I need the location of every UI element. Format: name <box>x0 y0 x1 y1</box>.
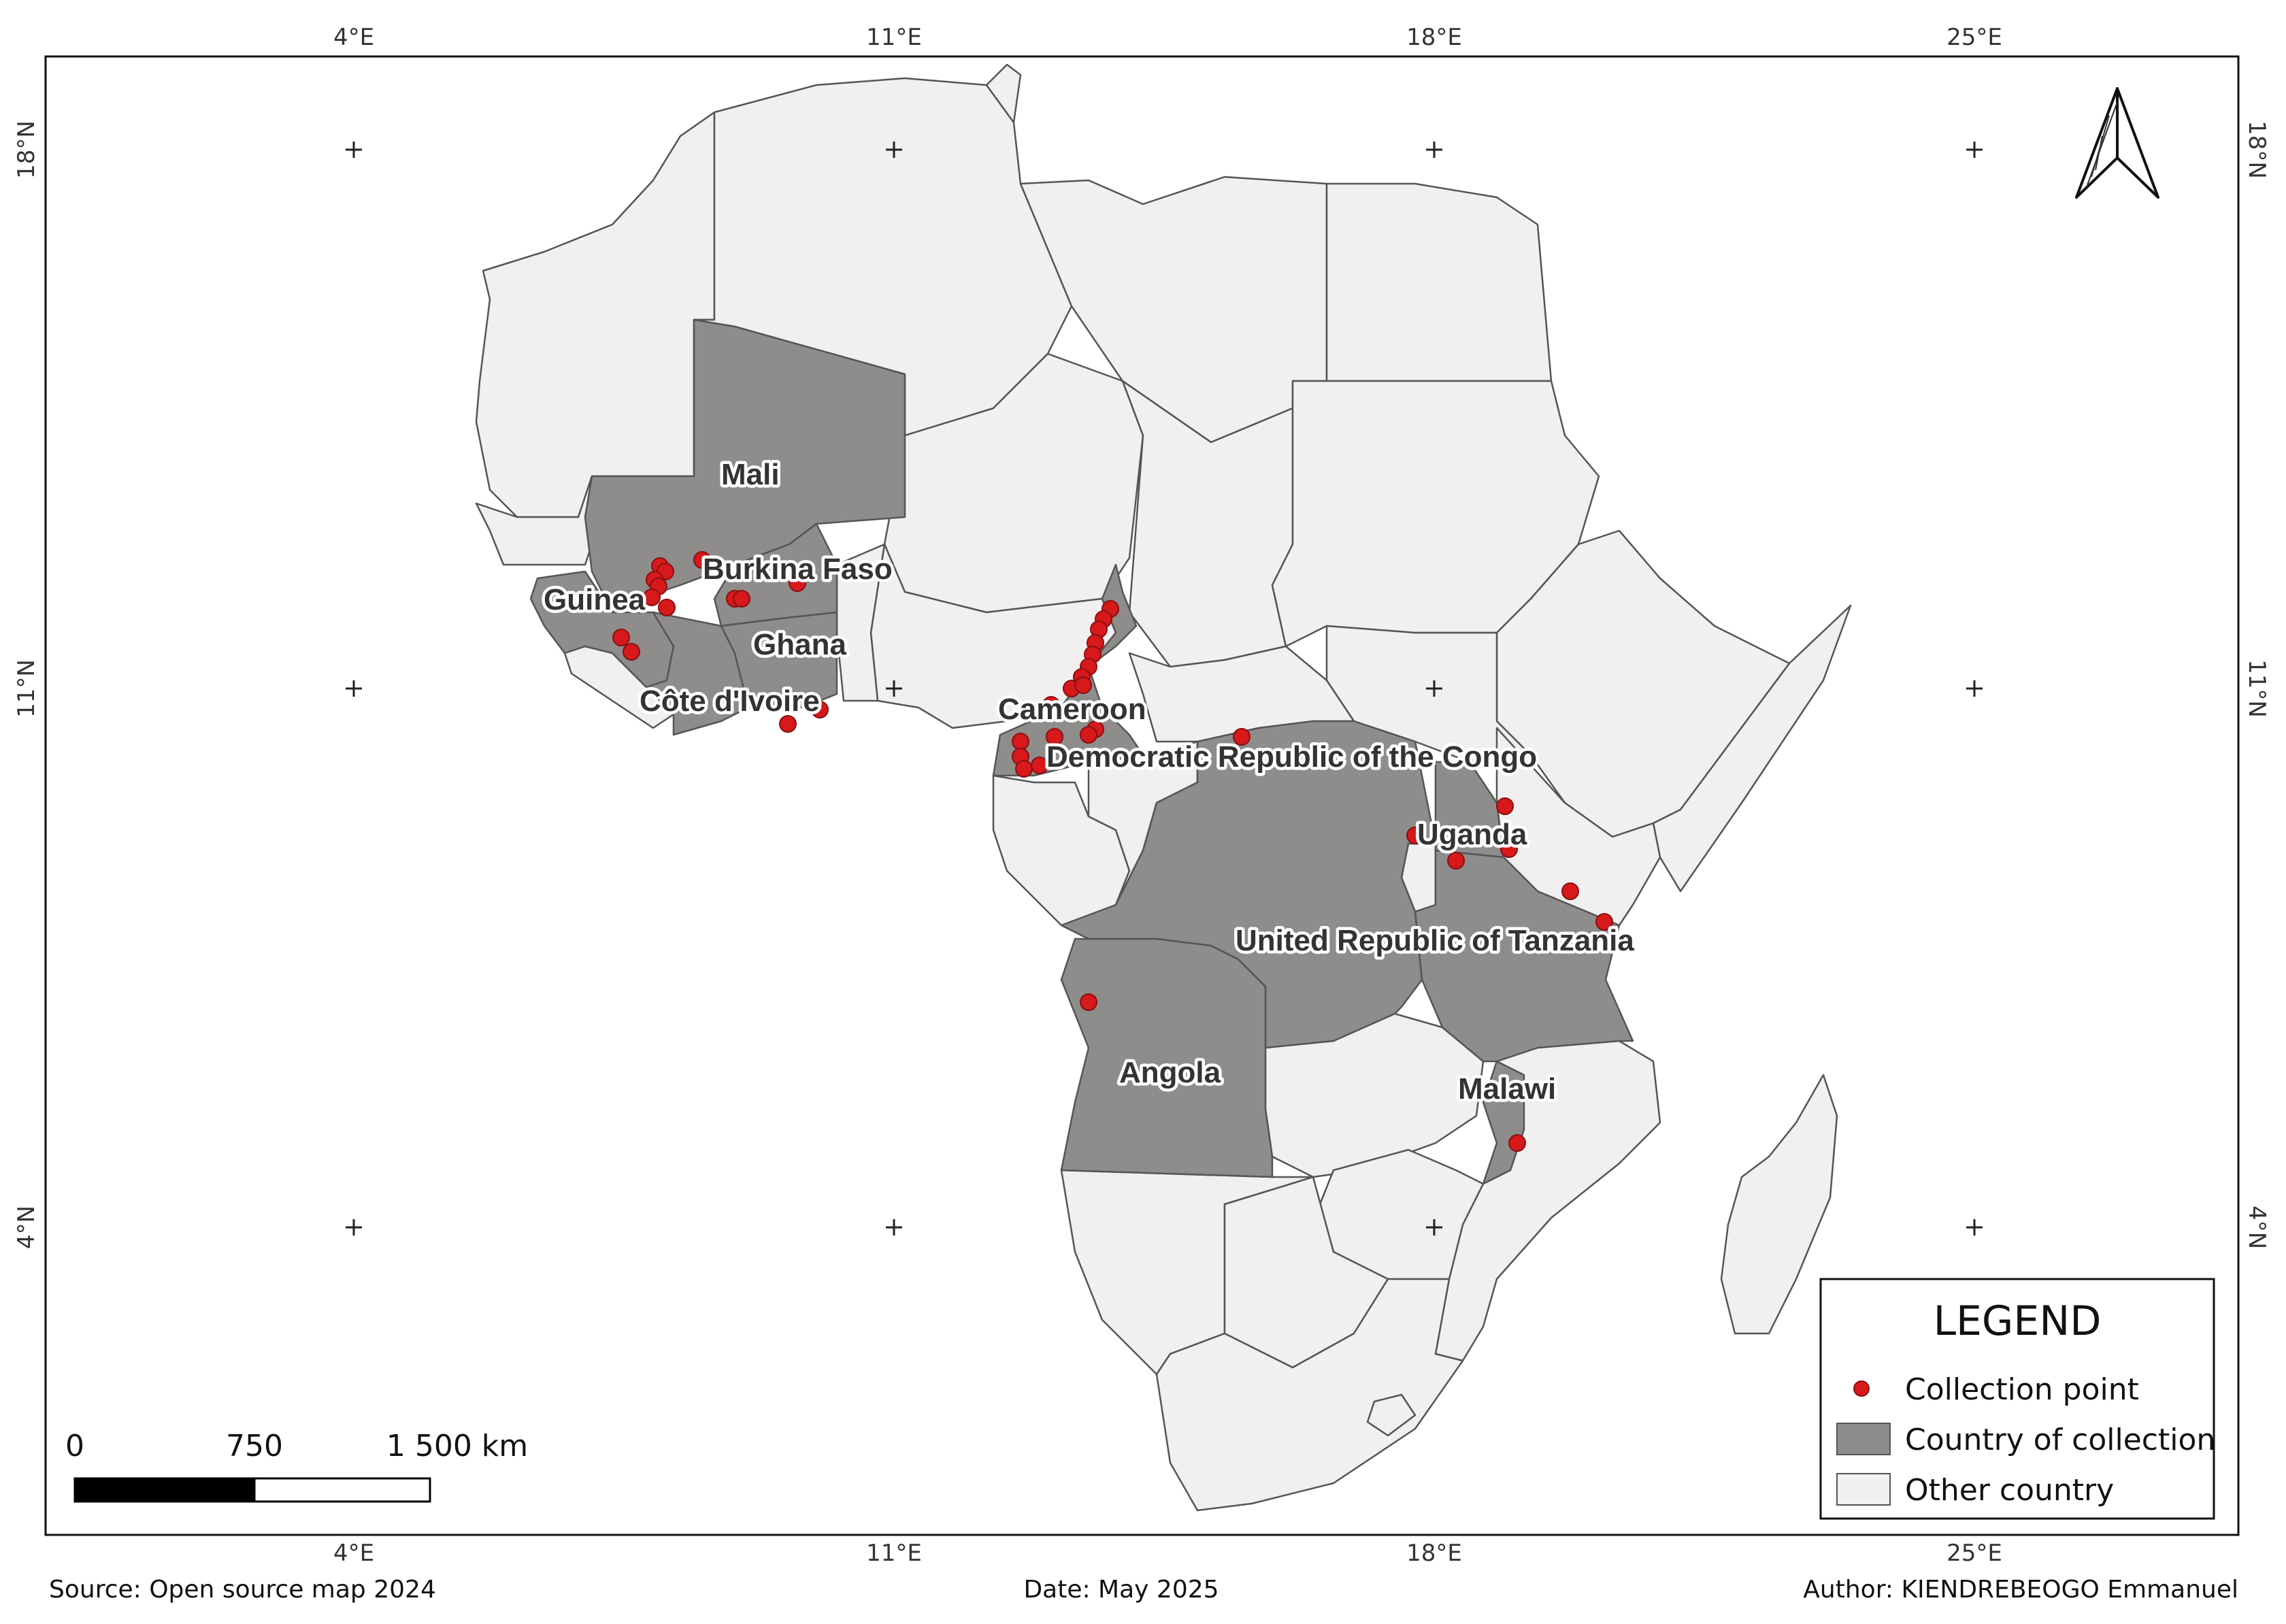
collection-point <box>1447 852 1465 869</box>
label-angola: Angola <box>1119 1056 1221 1089</box>
footer-source: Source: Open source map 2024 <box>49 1576 436 1604</box>
collection-point <box>1595 913 1613 931</box>
footer-author: Author: KIENDREBEOGO Emmanuel <box>1803 1576 2238 1604</box>
legend-symbol-other-country <box>1836 1473 1891 1506</box>
label-burkina-faso: Burkina Faso <box>703 552 893 586</box>
legend-label-country-of-collection: Country of collection <box>1905 1423 2215 1457</box>
lon-label-top: 4°E <box>333 24 374 51</box>
collection-point <box>733 590 750 608</box>
label-tanzania: United Republic of Tanzania <box>1236 924 1634 957</box>
legend-symbol-country-of-collection <box>1836 1423 1891 1455</box>
collection-point <box>1015 760 1033 778</box>
label-cameroon: Cameroon <box>998 693 1146 726</box>
right-latitude-labels: 18°N 11°N 4°N <box>2243 120 2270 1249</box>
collection-point <box>1496 797 1514 815</box>
collection-point <box>623 643 640 661</box>
legend: LEGEND Collection point Country of colle… <box>1819 1278 2215 1520</box>
collection-point <box>1080 993 1097 1011</box>
label-drc: Democratic Republic of the Congo <box>1046 740 1537 774</box>
footer-date: Date: May 2025 <box>1023 1576 1219 1604</box>
top-longitude-labels: 4°E 11°E 18°E 25°E <box>333 24 2002 51</box>
left-latitude-labels: 18°N 11°N 4°N <box>13 120 40 1249</box>
collection-point <box>789 574 806 592</box>
north-arrow-icon <box>2075 87 2159 199</box>
country-mali <box>584 318 906 614</box>
scale-label-0: 0 <box>65 1429 84 1463</box>
scale-bar: 0 750 1 500 km <box>65 1429 528 1503</box>
collection-point <box>1080 726 1097 744</box>
lat-label-right: 18°N <box>2243 120 2270 179</box>
label-cote-divoire: Côte d'Ivoire <box>640 684 820 718</box>
collection-point <box>1012 733 1029 750</box>
collection-point <box>1042 696 1060 714</box>
label-ghana: Ghana <box>753 628 846 661</box>
lon-label-bottom: 4°E <box>333 1540 374 1567</box>
label-mali: Mali <box>721 458 780 491</box>
bottom-longitude-labels: 4°E 11°E 18°E 25°E <box>333 1540 2002 1567</box>
scale-label-750: 750 <box>226 1429 283 1463</box>
legend-label-collection-point: Collection point <box>1905 1372 2139 1407</box>
lat-label-right: 4°N <box>2243 1206 2270 1249</box>
country-malawi <box>1482 1060 1525 1185</box>
legend-symbol-collection-point <box>1853 1380 1870 1397</box>
lat-label-right: 11°N <box>2243 659 2270 718</box>
collection-point <box>1233 728 1250 746</box>
collection-point <box>643 589 661 606</box>
other-countries <box>475 63 1852 1512</box>
country-tanzania <box>1414 849 1634 1063</box>
country-angola <box>1060 938 1274 1178</box>
label-uganda: Uganda <box>1417 818 1527 851</box>
collection-point <box>1046 728 1063 746</box>
legend-title: LEGEND <box>1934 1297 2102 1345</box>
lon-label-top: 25°E <box>1947 24 2002 51</box>
footer: Source: Open source map 2024 Date: May 2… <box>49 1576 2238 1604</box>
lat-label-left: 4°N <box>13 1206 40 1249</box>
lat-label-left: 18°N <box>13 120 40 179</box>
collection-point <box>1031 757 1048 774</box>
collection-point <box>779 715 797 733</box>
label-malawi: Malawi <box>1458 1072 1556 1106</box>
collection-point <box>612 629 630 646</box>
lon-label-top: 11°E <box>866 24 922 51</box>
collection-point <box>1500 840 1518 858</box>
country-labels: Mali Burkina Faso Guinea Ghana Côte d'Iv… <box>541 455 1638 1109</box>
lon-label-bottom: 11°E <box>866 1540 922 1567</box>
collection-point <box>811 701 829 718</box>
collection-points <box>612 551 1613 1152</box>
lon-label-top: 18°E <box>1406 24 1462 51</box>
country-drc <box>1060 720 1437 1049</box>
lon-label-bottom: 25°E <box>1947 1540 2002 1567</box>
lon-label-bottom: 18°E <box>1406 1540 1462 1567</box>
label-guinea: Guinea <box>544 583 646 616</box>
graticule-crosses <box>346 142 1983 1236</box>
collection-countries <box>529 318 1634 1185</box>
collection-point <box>1561 882 1579 900</box>
lat-label-left: 11°N <box>13 659 40 718</box>
collection-point <box>658 599 676 616</box>
scale-label-1500: 1 500 km <box>386 1429 528 1463</box>
collection-point <box>1406 827 1424 844</box>
legend-label-other-country: Other country <box>1905 1473 2114 1508</box>
collection-point <box>693 551 711 569</box>
collection-point <box>1508 1134 1526 1152</box>
collection-point <box>1074 676 1092 694</box>
